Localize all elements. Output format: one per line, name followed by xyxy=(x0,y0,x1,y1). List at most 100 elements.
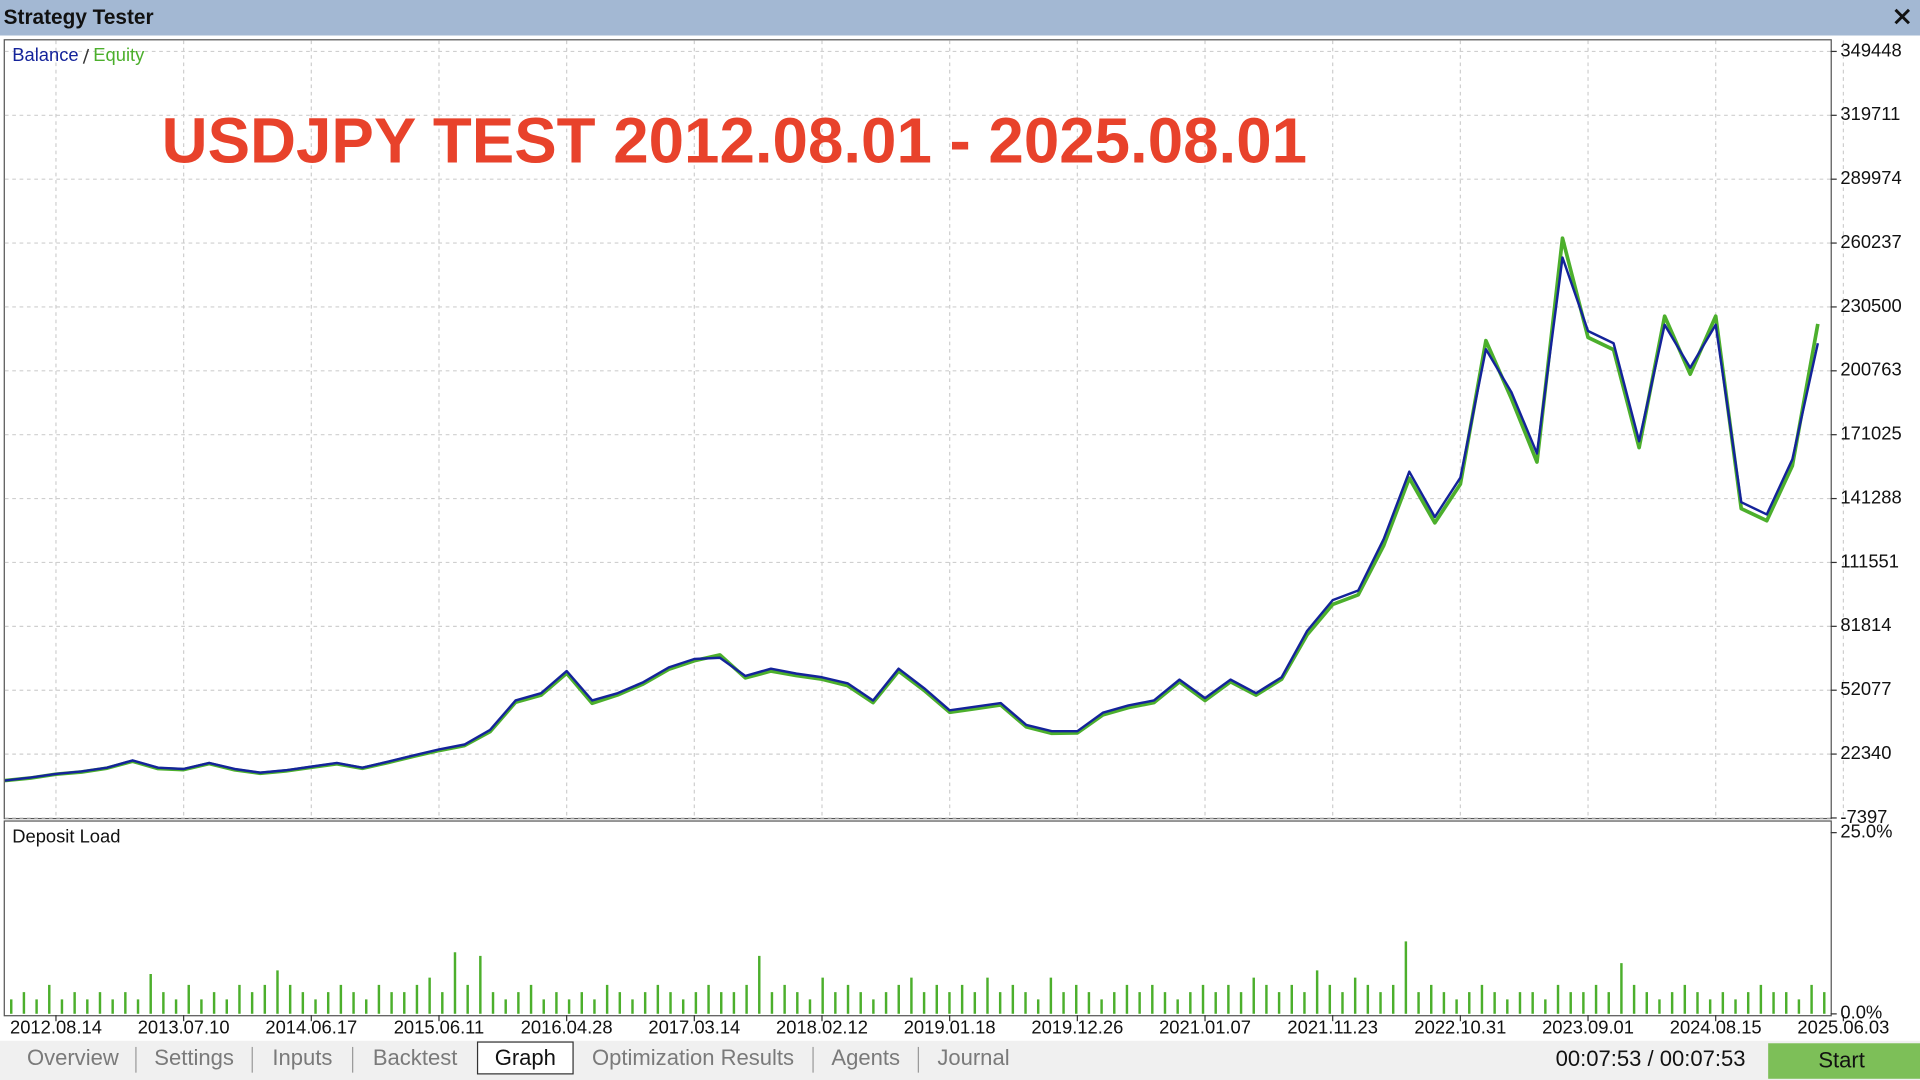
x-tick-label: 2019.01.18 xyxy=(904,1016,996,1037)
load-bar xyxy=(1645,992,1648,1014)
x-tick-label: 2018.02.12 xyxy=(776,1016,868,1037)
load-bar xyxy=(1708,999,1712,1014)
load-bar xyxy=(1442,992,1446,1014)
load-bar xyxy=(1087,992,1091,1014)
load-bar xyxy=(314,999,317,1014)
load-bar xyxy=(1062,992,1065,1014)
load-bar xyxy=(605,984,609,1014)
load-bar xyxy=(1797,999,1801,1014)
load-bar xyxy=(986,977,989,1014)
load-bar xyxy=(707,984,710,1014)
x-tick-label: 2014.06.17 xyxy=(265,1016,357,1037)
close-button[interactable] xyxy=(1894,8,1911,25)
load-bar xyxy=(758,955,761,1014)
load-bar xyxy=(618,992,622,1014)
load-bar xyxy=(1734,999,1737,1014)
timer: 00:07:53 / 00:07:53 xyxy=(1556,1046,1746,1071)
x-tick-label: 2022.10.31 xyxy=(1414,1016,1506,1037)
load-bar xyxy=(1480,984,1484,1014)
load-bar xyxy=(225,999,228,1014)
load-bar xyxy=(136,999,140,1014)
load-bar xyxy=(1189,992,1192,1014)
tab[interactable]: Inputs xyxy=(272,1045,332,1070)
tab[interactable]: Overview xyxy=(27,1045,119,1070)
load-bar xyxy=(922,992,926,1014)
load-bar xyxy=(288,984,292,1014)
load-bar xyxy=(1594,984,1598,1014)
load-bar xyxy=(1366,984,1370,1014)
load-bar xyxy=(1785,992,1788,1014)
balance-equity-lines xyxy=(4,236,1820,783)
tab[interactable]: Optimization Results xyxy=(592,1045,794,1070)
y-tick-label: 200763 xyxy=(1840,359,1901,380)
x-tick-label: 2023.09.01 xyxy=(1542,1016,1634,1037)
annotation: USDJPY TEST 2012.08.01 - 2025.08.01 xyxy=(162,106,1307,177)
load-bar xyxy=(124,992,127,1014)
load-bar xyxy=(1810,984,1813,1014)
load-bar xyxy=(415,984,419,1014)
load-bar xyxy=(238,984,241,1014)
load-bar xyxy=(580,992,583,1014)
start-button[interactable]: Start xyxy=(1818,1047,1865,1072)
load-bar xyxy=(1430,984,1433,1014)
load-bar xyxy=(276,970,279,1014)
load-bar xyxy=(1353,977,1357,1014)
load-bar xyxy=(745,984,748,1014)
y-tick-label: 319711 xyxy=(1840,103,1900,124)
y-tick-label: 171025 xyxy=(1840,423,1901,444)
load-bar xyxy=(948,992,951,1014)
y-tick-label: 141288 xyxy=(1840,486,1901,507)
load-bar xyxy=(1049,977,1053,1014)
load-bar xyxy=(643,992,647,1014)
load-bar xyxy=(1632,984,1636,1014)
load-bar xyxy=(1823,992,1826,1014)
load-bar xyxy=(35,999,38,1014)
load-bar xyxy=(441,992,444,1014)
load-bar xyxy=(656,984,660,1014)
load-bar xyxy=(910,977,913,1014)
tab[interactable]: Agents xyxy=(831,1045,900,1070)
load-bar xyxy=(453,952,457,1014)
load-bar xyxy=(1176,999,1179,1014)
load-bar xyxy=(377,984,381,1014)
axes: -7397 22340 52077 81814 111551 141288 171025 20… xyxy=(10,39,1902,1037)
load-bar xyxy=(1239,992,1243,1014)
y-tick-label: 349448 xyxy=(1840,39,1901,60)
load-bar xyxy=(973,992,977,1014)
load-bar xyxy=(1315,970,1319,1014)
tab[interactable]: Graph xyxy=(495,1045,556,1070)
start-button-bg[interactable] xyxy=(1768,1043,1920,1079)
load-bar xyxy=(365,999,368,1014)
load-bar xyxy=(1658,999,1661,1014)
load-bar xyxy=(1404,941,1408,1014)
load-bar xyxy=(390,992,393,1014)
load-bar xyxy=(859,992,862,1014)
load-bar xyxy=(1163,992,1167,1014)
load-bar xyxy=(542,999,545,1014)
load-bar xyxy=(1290,984,1293,1014)
load-bar xyxy=(22,992,26,1014)
load-bar xyxy=(1138,992,1141,1014)
load-bar xyxy=(1493,992,1496,1014)
tab[interactable]: Backtest xyxy=(373,1045,458,1070)
load-chart-frame xyxy=(3,820,1832,1017)
tab[interactable]: Journal xyxy=(937,1045,1009,1070)
deposit-load-bars xyxy=(10,941,1826,1014)
load-bar xyxy=(1341,992,1344,1014)
load-bar xyxy=(1468,992,1471,1014)
y-tick-label: 230500 xyxy=(1840,295,1901,316)
window-title: Strategy Tester xyxy=(4,6,154,29)
load-bar xyxy=(593,999,596,1014)
load-bar xyxy=(428,977,431,1014)
tabs: Overview Settings Inputs Backtest Graph Optim… xyxy=(27,1041,1010,1075)
load-bar xyxy=(821,977,824,1014)
x-tick-label: 2024.08.15 xyxy=(1670,1016,1762,1037)
load-bar xyxy=(960,984,964,1014)
load-bar xyxy=(1721,992,1725,1014)
x-tick-label: 2025.06.03 xyxy=(1797,1016,1889,1037)
load-bar xyxy=(1569,992,1572,1014)
tab[interactable]: Settings xyxy=(154,1045,234,1070)
title-bar xyxy=(0,0,1920,36)
load-bar xyxy=(187,984,190,1014)
